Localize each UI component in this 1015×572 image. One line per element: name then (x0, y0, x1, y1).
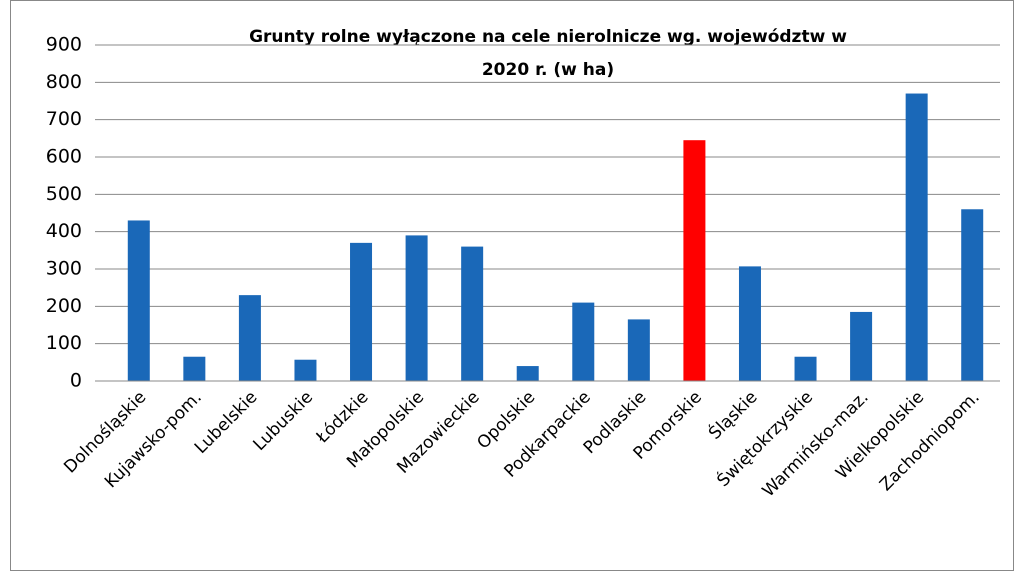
bar (794, 356, 817, 381)
bar (961, 209, 984, 381)
y-tick-label: 300 (46, 258, 82, 280)
bar (405, 235, 428, 381)
y-tick-label: 600 (46, 146, 82, 168)
x-tick-label: Zachodniopom. (876, 387, 984, 495)
x-tick-label: Lubuskie (250, 387, 317, 454)
x-tick-label: Kujawsko-pom. (101, 387, 206, 492)
y-tick-label: 800 (46, 71, 82, 93)
bar (572, 302, 595, 381)
bar (683, 140, 706, 381)
bar (627, 319, 650, 381)
bar (183, 356, 206, 381)
bar (294, 359, 317, 381)
bar (905, 93, 928, 382)
chart-border (10, 0, 1014, 571)
y-tick-label: 900 (46, 34, 82, 56)
y-tick-label: 200 (46, 295, 82, 317)
bar (461, 246, 484, 381)
x-tick-label: Świętokrzyskie (712, 386, 817, 491)
bar (238, 295, 261, 381)
x-tick-label: Śląskie (704, 386, 762, 444)
chart-title: Grunty rolne wyłączone na cele nierolnic… (249, 27, 847, 80)
bar (350, 242, 373, 381)
bar (738, 266, 761, 381)
bar (850, 311, 873, 381)
title-line: Grunty rolne wyłączone na cele nierolnic… (249, 27, 847, 47)
bar (127, 220, 150, 381)
y-tick-label: 500 (46, 183, 82, 205)
title-line: 2020 r. (w ha) (482, 60, 614, 80)
bar (516, 366, 539, 381)
y-tick-label: 0 (70, 370, 82, 392)
y-tick-label: 100 (46, 332, 82, 354)
y-tick-label: 700 (46, 108, 82, 130)
x-tick-label: Warmińsko-maz. (759, 387, 873, 501)
y-tick-label: 400 (46, 220, 82, 242)
